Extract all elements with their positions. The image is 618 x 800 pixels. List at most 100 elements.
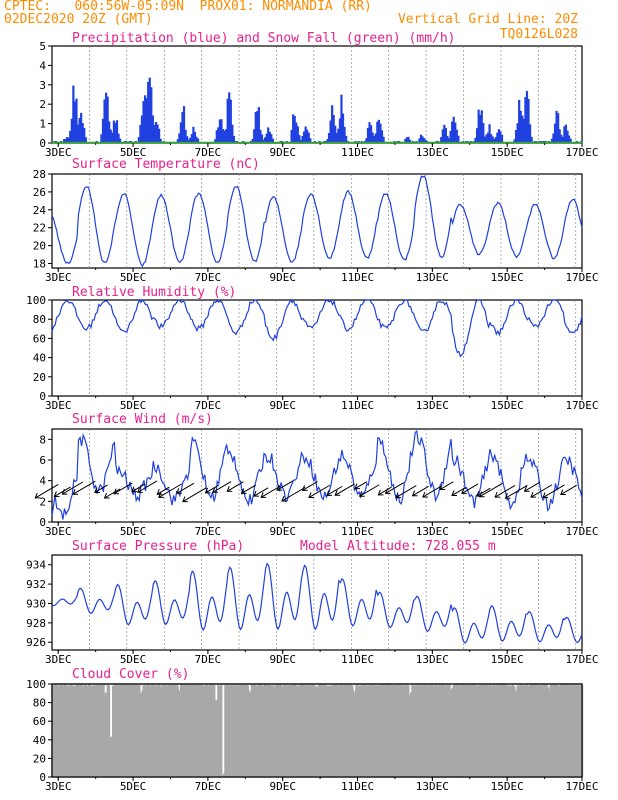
cloud-bar (254, 684, 256, 777)
wind-arrow (395, 485, 417, 499)
cloud-bar (53, 684, 55, 777)
cloud-bar (98, 685, 101, 777)
precip-bar (157, 128, 161, 143)
cloud-bar (102, 684, 104, 777)
precip-bar (550, 138, 554, 143)
precip-bar (307, 132, 310, 143)
cloud-bar (266, 685, 268, 777)
cloud-bar (136, 684, 138, 777)
cloud-bar (526, 684, 528, 777)
precip-bar (493, 138, 496, 143)
cloud-bar (112, 685, 115, 777)
panel-2 (48, 299, 583, 400)
cloud-bar (219, 685, 221, 777)
cloud-bar (104, 692, 107, 777)
wind-arrow-shaft (137, 480, 158, 493)
cloud-bar (249, 692, 252, 777)
cloud-bar (303, 684, 306, 777)
precip-bar (112, 120, 115, 143)
y-tick-label: 0 (39, 771, 46, 784)
cloud-bar (483, 685, 486, 777)
panel-frame (51, 554, 583, 651)
wind-arrow (377, 486, 392, 496)
cloud-bar (449, 684, 451, 777)
cloud-bar (96, 684, 98, 777)
wind-arrow-shaft (156, 486, 170, 495)
cloud-bar (308, 684, 310, 777)
cloud-bar (467, 684, 469, 777)
cloud-bar (522, 684, 525, 777)
precip-bar (147, 81, 150, 143)
cloud-bar (218, 685, 221, 777)
cloud-bar (126, 684, 129, 777)
precip-bar (366, 127, 370, 143)
cloud-bar (298, 685, 300, 777)
precip-bar (486, 132, 490, 143)
wind-arrow-head (253, 490, 260, 497)
precip-bar (499, 131, 502, 143)
precip-bar (345, 135, 348, 143)
cloud-bar (542, 684, 544, 777)
precip-bar (335, 132, 338, 143)
cloud-bar (348, 684, 350, 777)
precip-bar (192, 126, 195, 143)
cloud-bar (402, 685, 405, 777)
cloud-bar (475, 685, 478, 777)
cloud-bar (489, 685, 491, 777)
cloud-bar (438, 685, 440, 777)
cloud-bar (277, 684, 279, 777)
cloud-bar (455, 684, 458, 777)
cloud-bar (180, 684, 182, 777)
panel-frame (51, 299, 583, 397)
wind-arrow-shaft (542, 484, 565, 498)
cloud-bar (273, 684, 275, 777)
precip-bar (231, 124, 234, 143)
precip-bar (67, 137, 70, 143)
cloud-bar (258, 685, 260, 777)
x-tick-label: 7DEC (195, 146, 222, 159)
precip-bar (451, 121, 454, 143)
cloud-bar (416, 684, 419, 777)
y-tick-label: 80 (33, 313, 46, 326)
wind-arrow-head (226, 486, 233, 492)
cloud-bar (560, 684, 562, 777)
wind-arrow-shaft (505, 484, 528, 499)
cloud-bar (323, 685, 325, 777)
cloud-bar (145, 685, 147, 777)
cloud-bar (507, 685, 510, 777)
cloud-bar (116, 684, 118, 777)
cloud-bar (74, 685, 76, 777)
cloud-bar (68, 685, 70, 777)
cloud-bar (255, 685, 257, 777)
cloud-bar (209, 684, 211, 777)
cloud-bar (172, 684, 175, 777)
cloud-bar (290, 684, 292, 777)
cloud-bar (162, 684, 164, 777)
cloud-bar (294, 684, 296, 777)
cloud-bar (453, 684, 455, 777)
precip-bar (422, 138, 426, 143)
cloud-bar (165, 684, 167, 777)
cloud-bar (384, 684, 387, 777)
wind-arrow-head (131, 486, 137, 493)
precip-bar (302, 131, 306, 143)
precip-bar (480, 110, 483, 143)
y-tick-label: 20 (33, 240, 46, 253)
cloud-bar (288, 685, 290, 777)
cloud-bar (281, 685, 283, 777)
cloud-bar (359, 685, 361, 777)
precip-bar (151, 115, 154, 143)
x-tick-label: 5DEC (120, 525, 147, 538)
precip-bar (292, 114, 295, 143)
wind-arrow-head (204, 487, 211, 494)
cloud-bar (437, 685, 440, 777)
wind-arrow-shaft (176, 482, 195, 494)
wind-arrow-head (422, 491, 428, 498)
cloud-bar (263, 684, 266, 777)
cloud-bar (193, 684, 195, 777)
wind-arrow-head (308, 492, 315, 498)
cloud-bar (418, 685, 420, 777)
cloud-bar (80, 684, 82, 777)
cloud-bar (292, 684, 294, 777)
cloud-bar (491, 685, 493, 777)
